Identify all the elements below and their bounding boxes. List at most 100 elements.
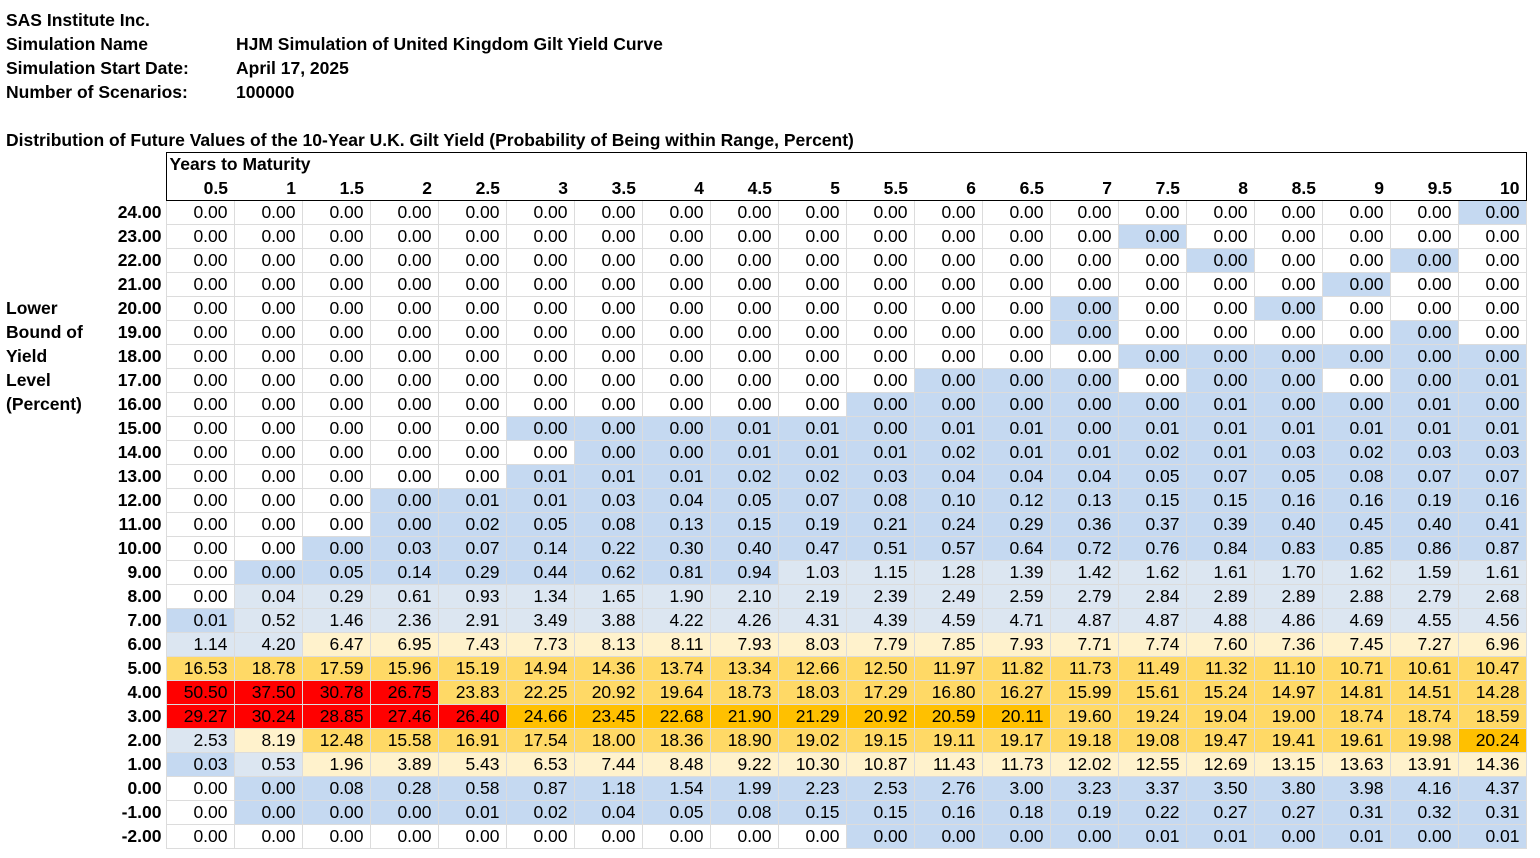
start-date-row: Simulation Start Date: April 17, 2025 [6,56,663,80]
probability-cell: 18.90 [709,728,779,753]
probability-cell: 18.03 [777,680,847,705]
probability-cell: 0.01 [1049,440,1119,465]
probability-cell: 7.93 [709,632,779,657]
probability-cell: 0.00 [233,776,303,801]
probability-cell: 19.18 [1049,728,1119,753]
probability-cell: 0.00 [777,344,847,369]
probability-cell: 0.00 [845,296,915,321]
probability-cell: 21.90 [709,704,779,729]
probability-cell: 4.16 [1389,776,1459,801]
probability-cell: 11.73 [981,752,1051,777]
probability-cell: 0.00 [301,800,371,825]
probability-cell: 2.59 [981,584,1051,609]
probability-cell: 0.01 [1321,824,1391,849]
probability-cell: 2.10 [709,584,779,609]
probability-cell: 0.00 [233,488,303,513]
probability-cell: 0.00 [913,200,983,225]
simulation-name-row: Simulation Name HJM Simulation of United … [6,32,663,56]
maturity-header-cell: 8.5 [1254,176,1322,201]
probability-cell: 0.02 [1321,440,1391,465]
probability-cell: 0.00 [709,272,779,297]
probability-cell: 1.39 [981,560,1051,585]
probability-cell: 0.00 [165,248,235,273]
probability-cell: 3.80 [1253,776,1323,801]
lower-bound-label: 1.00 [104,752,166,777]
probability-cell: 0.00 [709,320,779,345]
probability-cell: 0.00 [1253,272,1323,297]
probability-cell: 3.88 [573,608,643,633]
probability-cell: 0.00 [369,440,439,465]
probability-cell: 8.19 [233,728,303,753]
probability-cell: 0.00 [165,296,235,321]
probability-cell: 0.00 [981,248,1051,273]
probability-cell: 0.00 [369,368,439,393]
probability-cell: 3.49 [505,608,575,633]
corner-cell [104,152,166,177]
probability-cell: 0.02 [777,464,847,489]
maturity-header-cell: 9.5 [1390,176,1458,201]
probability-cell: 0.00 [777,296,847,321]
probability-cell: 0.08 [709,800,779,825]
probability-cell: 0.00 [777,224,847,249]
probability-cell: 0.04 [573,800,643,825]
probability-cell: 0.00 [913,248,983,273]
probability-cell: 4.37 [1457,776,1527,801]
probability-cell: 0.00 [1253,392,1323,417]
probability-cell: 7.27 [1389,632,1459,657]
probability-cell: 2.39 [845,584,915,609]
probability-cell: 19.41 [1253,728,1323,753]
probability-cell: 30.78 [301,680,371,705]
probability-cell: 10.47 [1457,656,1527,681]
probability-cell: 0.01 [709,440,779,465]
probability-cell: 0.00 [1457,272,1527,297]
table-row: 23.00 0.00 0.00 0.00 0.00 0.00 0.00 0.00 0.00 0.0… [104,224,1527,249]
probability-cell: 0.01 [505,464,575,489]
company-name: SAS Institute Inc. [6,10,150,30]
probability-cell: 6.53 [505,752,575,777]
probability-cell: 15.24 [1185,680,1255,705]
probability-cell: 0.00 [165,536,235,561]
probability-cell: 0.00 [709,824,779,849]
probability-cell: 0.01 [1185,416,1255,441]
probability-cell: 0.00 [301,512,371,537]
probability-cell: 0.00 [641,368,711,393]
maturity-header-cell: 8 [1186,176,1254,201]
probability-cell: 8.13 [573,632,643,657]
probability-cell: 8.11 [641,632,711,657]
probability-cell: 0.00 [165,344,235,369]
probability-cell: 0.00 [369,296,439,321]
probability-cell: 0.00 [437,368,507,393]
scenarios-row: Number of Scenarios: 100000 [6,80,663,104]
probability-cell: 0.00 [913,272,983,297]
probability-cell: 0.01 [777,440,847,465]
probability-cell: 0.00 [1389,320,1459,345]
probability-cell: 0.00 [1049,272,1119,297]
lower-bound-label: 9.00 [104,560,166,585]
probability-cell: 0.00 [369,224,439,249]
probability-cell: 0.02 [1117,440,1187,465]
probability-cell: 0.00 [777,320,847,345]
probability-cell: 0.00 [1049,296,1119,321]
probability-cell: 15.61 [1117,680,1187,705]
probability-cell: 9.22 [709,752,779,777]
probability-cell: 0.64 [981,536,1051,561]
probability-cell: 0.01 [165,608,235,633]
probability-cell: 7.71 [1049,632,1119,657]
probability-cell: 18.00 [573,728,643,753]
probability-cell: 0.00 [981,320,1051,345]
maturity-header-cell: 6 [914,176,982,201]
probability-cell: 0.00 [505,368,575,393]
probability-cell: 0.00 [233,272,303,297]
probability-cell: 28.85 [301,704,371,729]
probability-cell: 0.00 [913,296,983,321]
probability-cell: 0.00 [573,272,643,297]
lower-bound-label: 5.00 [104,656,166,681]
probability-cell: 13.63 [1321,752,1391,777]
probability-cell: 0.00 [913,320,983,345]
probability-cell: 0.03 [573,488,643,513]
lower-bound-label: 18.00 [104,344,166,369]
probability-cell: 0.00 [573,392,643,417]
probability-cell: 0.22 [573,536,643,561]
probability-cell: 18.78 [233,656,303,681]
probability-cell: 0.00 [981,200,1051,225]
